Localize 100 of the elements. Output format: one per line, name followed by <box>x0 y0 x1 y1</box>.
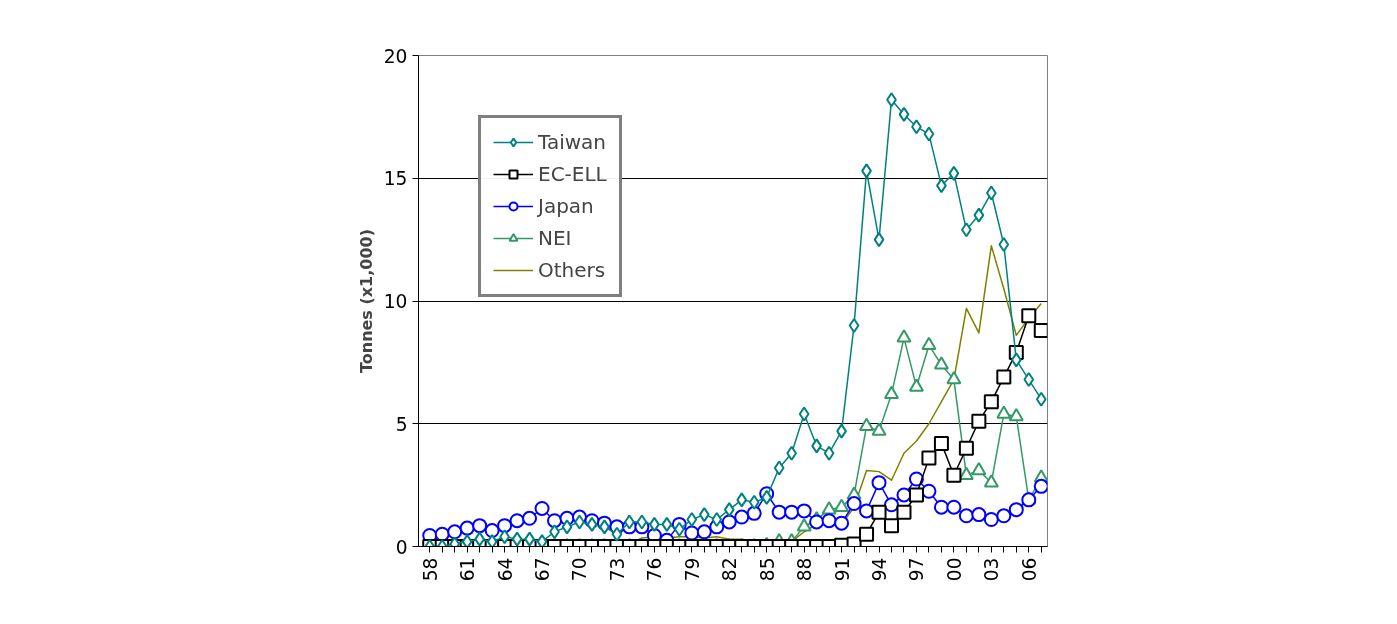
point <box>798 406 810 422</box>
x-tick-label: 79 <box>681 557 703 582</box>
point <box>509 513 525 529</box>
point <box>834 498 850 512</box>
x-tick-label: 06 <box>1018 557 1040 582</box>
point <box>908 487 924 503</box>
point <box>896 329 912 343</box>
legend-label: Others <box>538 258 606 282</box>
point <box>698 507 710 523</box>
point <box>746 505 762 521</box>
point <box>536 534 548 547</box>
point <box>771 504 787 520</box>
x-tick-label: 58 <box>419 557 441 582</box>
point <box>933 356 949 370</box>
point <box>958 508 974 524</box>
legend-label: Taiwan <box>538 130 607 154</box>
point <box>1010 352 1022 368</box>
point <box>1033 322 1048 338</box>
point <box>511 531 523 547</box>
point <box>896 504 912 520</box>
point <box>958 440 974 456</box>
point <box>661 516 673 532</box>
y-tick-label: 0 <box>395 536 408 558</box>
point <box>948 165 960 181</box>
point <box>908 378 924 392</box>
y-tick-label: 15 <box>383 168 408 190</box>
point <box>784 504 800 520</box>
point <box>773 460 785 476</box>
point <box>859 417 875 431</box>
point <box>921 450 937 466</box>
point <box>996 405 1012 419</box>
point <box>871 504 887 520</box>
x-tick-label: 61 <box>457 557 479 582</box>
y-axis-title: Tonnes (x1,000) <box>356 228 376 374</box>
point <box>748 494 760 510</box>
point <box>821 513 837 529</box>
point <box>461 534 473 547</box>
x-tick-label: 97 <box>906 557 928 582</box>
point <box>561 519 573 535</box>
x-tick-label: 94 <box>869 557 891 582</box>
point <box>983 394 999 410</box>
point <box>696 524 712 540</box>
point <box>1033 478 1048 494</box>
point <box>736 492 748 508</box>
point <box>996 508 1012 524</box>
point <box>898 106 910 122</box>
x-tick-label: 64 <box>494 557 516 582</box>
point <box>908 471 924 487</box>
point <box>821 501 837 515</box>
point <box>711 511 723 527</box>
point <box>946 467 962 483</box>
point <box>497 518 513 534</box>
point <box>996 369 1012 385</box>
x-tick-label: 85 <box>756 557 778 582</box>
point <box>447 524 463 540</box>
legend-label: EC-ELL <box>538 162 607 186</box>
point <box>834 515 850 531</box>
point <box>946 499 962 515</box>
point <box>946 371 962 385</box>
point <box>636 514 648 530</box>
x-tick-label: 00 <box>943 557 965 582</box>
point <box>921 483 937 499</box>
point <box>486 534 498 547</box>
point <box>1035 391 1047 407</box>
point <box>921 336 937 350</box>
x-tick-label: 67 <box>532 557 554 582</box>
legend-label: Japan <box>538 194 594 218</box>
point <box>884 385 899 400</box>
legend-label: NEI <box>538 226 572 250</box>
point <box>1021 308 1037 324</box>
x-tick-label: 88 <box>794 557 816 582</box>
point <box>1008 502 1024 518</box>
point <box>971 413 987 429</box>
point <box>472 518 488 534</box>
point <box>971 461 987 476</box>
y-tick-label: 20 <box>383 45 408 67</box>
point <box>923 126 935 142</box>
point <box>721 514 737 530</box>
x-tick-label: 70 <box>569 557 591 582</box>
point <box>534 500 550 516</box>
x-tick-label: 76 <box>644 557 666 582</box>
y-tick-label: 10 <box>383 291 408 312</box>
x-tick-label: 73 <box>606 557 628 582</box>
point <box>973 207 985 223</box>
point <box>723 502 735 518</box>
point <box>823 445 835 461</box>
point <box>809 514 825 530</box>
x-tick-label: 03 <box>981 557 1003 582</box>
point <box>873 232 885 248</box>
y-tick-label: 5 <box>395 413 408 435</box>
point <box>611 526 623 542</box>
point <box>983 512 999 527</box>
point <box>522 510 538 526</box>
x-tick-label: 91 <box>831 557 853 582</box>
point <box>933 499 949 515</box>
point <box>998 237 1010 253</box>
point <box>734 509 750 525</box>
point <box>884 518 899 534</box>
x-tick-label: 82 <box>719 557 741 582</box>
point <box>983 474 999 488</box>
